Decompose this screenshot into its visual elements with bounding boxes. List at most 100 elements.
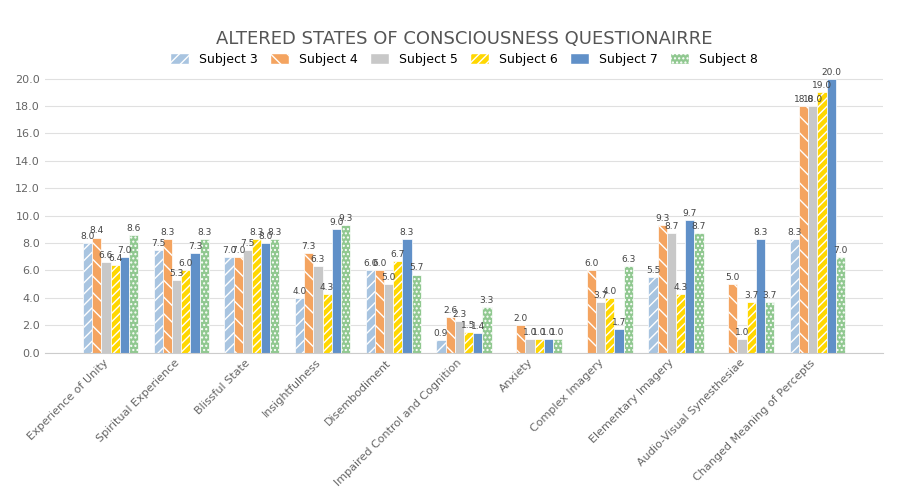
Text: 1.0: 1.0: [735, 328, 749, 337]
Bar: [728, 284, 737, 353]
Bar: [224, 257, 233, 353]
Text: 8.4: 8.4: [90, 226, 104, 235]
Bar: [587, 271, 596, 353]
Bar: [799, 106, 808, 353]
Bar: [322, 294, 331, 353]
Bar: [154, 250, 163, 353]
Text: 1.7: 1.7: [612, 318, 626, 327]
Legend: Subject 3, Subject 4, Subject 5, Subject 6, Subject 7, Subject 8: Subject 3, Subject 4, Subject 5, Subject…: [165, 48, 763, 71]
Bar: [694, 233, 703, 353]
Bar: [473, 333, 482, 353]
Bar: [92, 237, 101, 353]
Text: 6.7: 6.7: [391, 250, 405, 259]
Bar: [534, 339, 544, 353]
Text: 5.7: 5.7: [409, 264, 424, 273]
Text: 7.0: 7.0: [117, 245, 131, 255]
Text: 7.3: 7.3: [188, 241, 202, 250]
Text: 3.7: 3.7: [762, 291, 777, 300]
Text: 3.3: 3.3: [480, 296, 494, 305]
Text: 20.0: 20.0: [821, 67, 841, 76]
Bar: [129, 235, 138, 353]
Bar: [464, 332, 473, 353]
Bar: [304, 253, 313, 353]
Bar: [657, 225, 667, 353]
Bar: [648, 277, 657, 353]
Text: 8.0: 8.0: [81, 232, 95, 241]
Bar: [233, 257, 242, 353]
Text: 7.5: 7.5: [151, 239, 165, 248]
Bar: [119, 257, 129, 353]
Text: 4.3: 4.3: [674, 283, 688, 292]
Text: 8.3: 8.3: [400, 228, 414, 237]
Text: 9.3: 9.3: [339, 214, 353, 223]
Text: 8.0: 8.0: [259, 232, 273, 241]
Text: 7.0: 7.0: [833, 245, 848, 255]
Text: 2.3: 2.3: [453, 310, 466, 319]
Text: 18.0: 18.0: [794, 95, 814, 104]
Text: 5.3: 5.3: [170, 269, 184, 278]
Bar: [199, 239, 209, 353]
Text: 19.0: 19.0: [812, 81, 832, 90]
Text: 2.0: 2.0: [514, 314, 528, 323]
Text: 6.0: 6.0: [585, 260, 599, 268]
Bar: [596, 302, 605, 353]
Text: 6.3: 6.3: [311, 255, 325, 264]
Text: 8.7: 8.7: [665, 222, 679, 231]
Text: 9.0: 9.0: [330, 218, 344, 227]
Text: 18.0: 18.0: [803, 95, 823, 104]
Bar: [737, 339, 746, 353]
Bar: [411, 275, 421, 353]
Text: 5.5: 5.5: [646, 266, 660, 275]
Bar: [667, 233, 676, 353]
Bar: [341, 225, 350, 353]
Text: 7.3: 7.3: [302, 241, 316, 250]
Bar: [261, 243, 270, 353]
Bar: [83, 243, 92, 353]
Bar: [445, 317, 454, 353]
Text: 8.3: 8.3: [250, 228, 264, 237]
Text: 1.5: 1.5: [462, 321, 476, 330]
Text: 6.0: 6.0: [179, 260, 193, 268]
Text: 0.9: 0.9: [434, 329, 448, 338]
Bar: [163, 239, 172, 353]
Bar: [313, 266, 322, 353]
Bar: [454, 321, 464, 353]
Bar: [172, 280, 181, 353]
Bar: [746, 302, 756, 353]
Text: 6.3: 6.3: [621, 255, 636, 264]
Text: 8.6: 8.6: [127, 224, 141, 233]
Text: 3.7: 3.7: [744, 291, 759, 300]
Text: 7.0: 7.0: [222, 245, 236, 255]
Text: 3.7: 3.7: [594, 291, 608, 300]
Bar: [676, 294, 685, 353]
Bar: [756, 239, 765, 353]
Text: 4.0: 4.0: [293, 287, 307, 296]
Bar: [553, 339, 562, 353]
Bar: [331, 229, 341, 353]
Bar: [384, 284, 393, 353]
Bar: [270, 239, 279, 353]
Bar: [614, 329, 624, 353]
Bar: [808, 106, 817, 353]
Text: 7.0: 7.0: [231, 245, 245, 255]
Bar: [402, 239, 411, 353]
Text: 7.5: 7.5: [240, 239, 254, 248]
Text: 6.0: 6.0: [363, 260, 377, 268]
Bar: [190, 253, 199, 353]
Text: 9.3: 9.3: [655, 214, 669, 223]
Bar: [624, 266, 633, 353]
Text: 4.3: 4.3: [320, 283, 334, 292]
Text: 8.7: 8.7: [691, 222, 706, 231]
Text: 8.3: 8.3: [197, 228, 211, 237]
Bar: [252, 239, 261, 353]
Bar: [836, 257, 845, 353]
Title: ALTERED STATES OF CONSCIOUSNESS QUESTIONAIRRE: ALTERED STATES OF CONSCIOUSNESS QUESTION…: [216, 30, 712, 48]
Text: 1.0: 1.0: [523, 328, 537, 337]
Text: 8.3: 8.3: [160, 228, 174, 237]
Bar: [605, 298, 614, 353]
Bar: [436, 340, 445, 353]
Bar: [544, 339, 553, 353]
Bar: [525, 339, 534, 353]
Bar: [374, 271, 384, 353]
Text: 8.3: 8.3: [268, 228, 282, 237]
